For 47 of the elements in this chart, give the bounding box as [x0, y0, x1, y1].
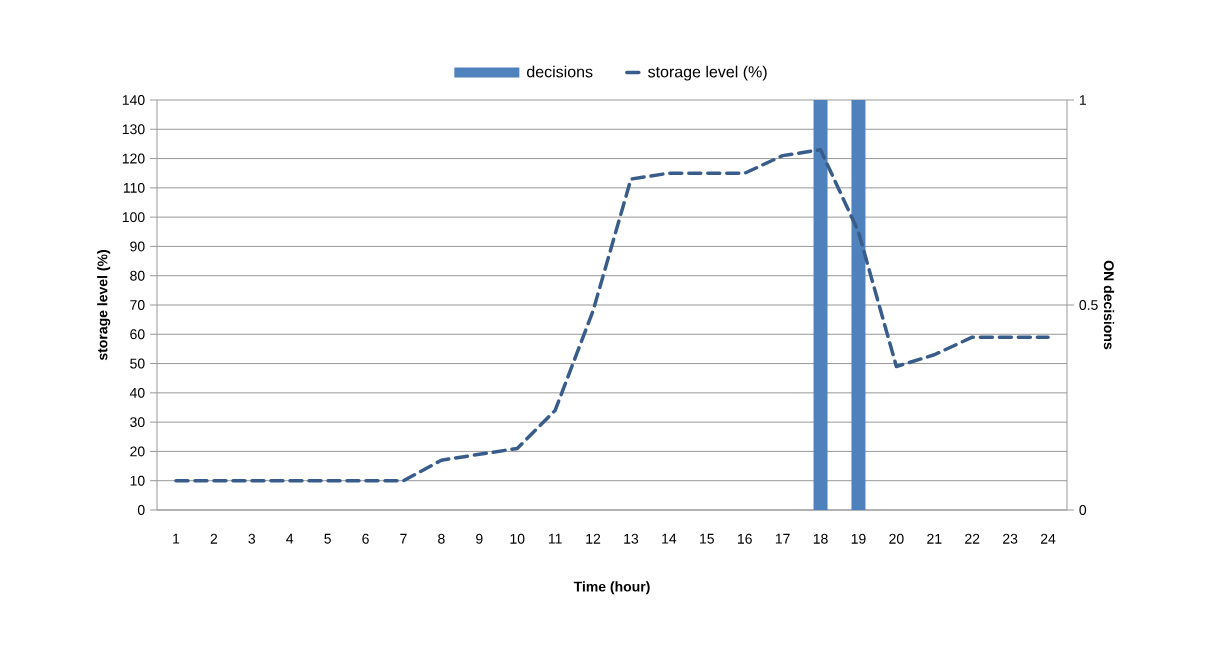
y-tick-label: 80 [130, 270, 145, 281]
y-tick-label: 90 [130, 241, 145, 252]
y-tick-label: 100 [122, 212, 145, 223]
x-tick-label: 18 [813, 533, 828, 544]
x-tick-label: 3 [248, 533, 256, 544]
y-tick-label: 0 [137, 505, 145, 515]
x-tick-label: 12 [586, 533, 601, 544]
y2-tick-label: 0.5 [1079, 300, 1098, 310]
x-tick-label: 10 [510, 533, 525, 544]
x-tick-label: 9 [476, 533, 483, 544]
x-tick-label: 23 [1003, 533, 1018, 544]
x-tick-label: 22 [965, 533, 980, 544]
y-tick-label: 40 [129, 387, 145, 398]
y-tick-label: 70 [130, 300, 145, 310]
y-tick-label: 60 [130, 329, 145, 340]
x-tick-label: 17 [775, 533, 790, 544]
x-tick-label: 2 [210, 533, 218, 544]
legend-label: decisions [527, 65, 593, 78]
x-tick-label: 6 [362, 533, 369, 544]
x-tick-label: 4 [286, 533, 294, 544]
legend-label: storage level (%) [648, 65, 767, 81]
x-tick-label: 15 [700, 533, 714, 544]
x-tick-label: 5 [324, 533, 331, 544]
y-tick-label: 20 [130, 446, 145, 457]
x-tick-label: 13 [624, 533, 639, 544]
y2-axis-title: ON decisions [1103, 260, 1115, 350]
y2-tick-label: 0 [1079, 505, 1087, 515]
x-tick-label: 1 [173, 533, 180, 544]
y-tick-label: 120 [122, 153, 145, 164]
y-tick-label: 10 [130, 475, 145, 486]
y-tick-label: 140 [122, 95, 145, 105]
x-tick-label: 11 [548, 533, 562, 544]
x-tick-label: 20 [889, 533, 904, 544]
y-tick-label: 110 [123, 182, 145, 193]
y-tick-label: 130 [122, 124, 145, 135]
x-tick-label: 19 [851, 533, 866, 544]
y2-tick-label: 1 [1079, 95, 1086, 105]
y-axis-title: storage level (%) [97, 250, 111, 361]
y-tick-label: 50 [130, 358, 145, 369]
x-tick-label: 16 [737, 533, 752, 544]
x-tick-label: 7 [400, 533, 407, 544]
x-tick-label: 14 [662, 533, 677, 544]
x-axis-title: Time (hour) [573, 581, 650, 595]
y-tick-label: 30 [130, 417, 145, 428]
x-tick-label: 21 [927, 533, 942, 544]
x-tick-label: 24 [1040, 533, 1056, 544]
x-tick-label: 8 [438, 533, 445, 544]
